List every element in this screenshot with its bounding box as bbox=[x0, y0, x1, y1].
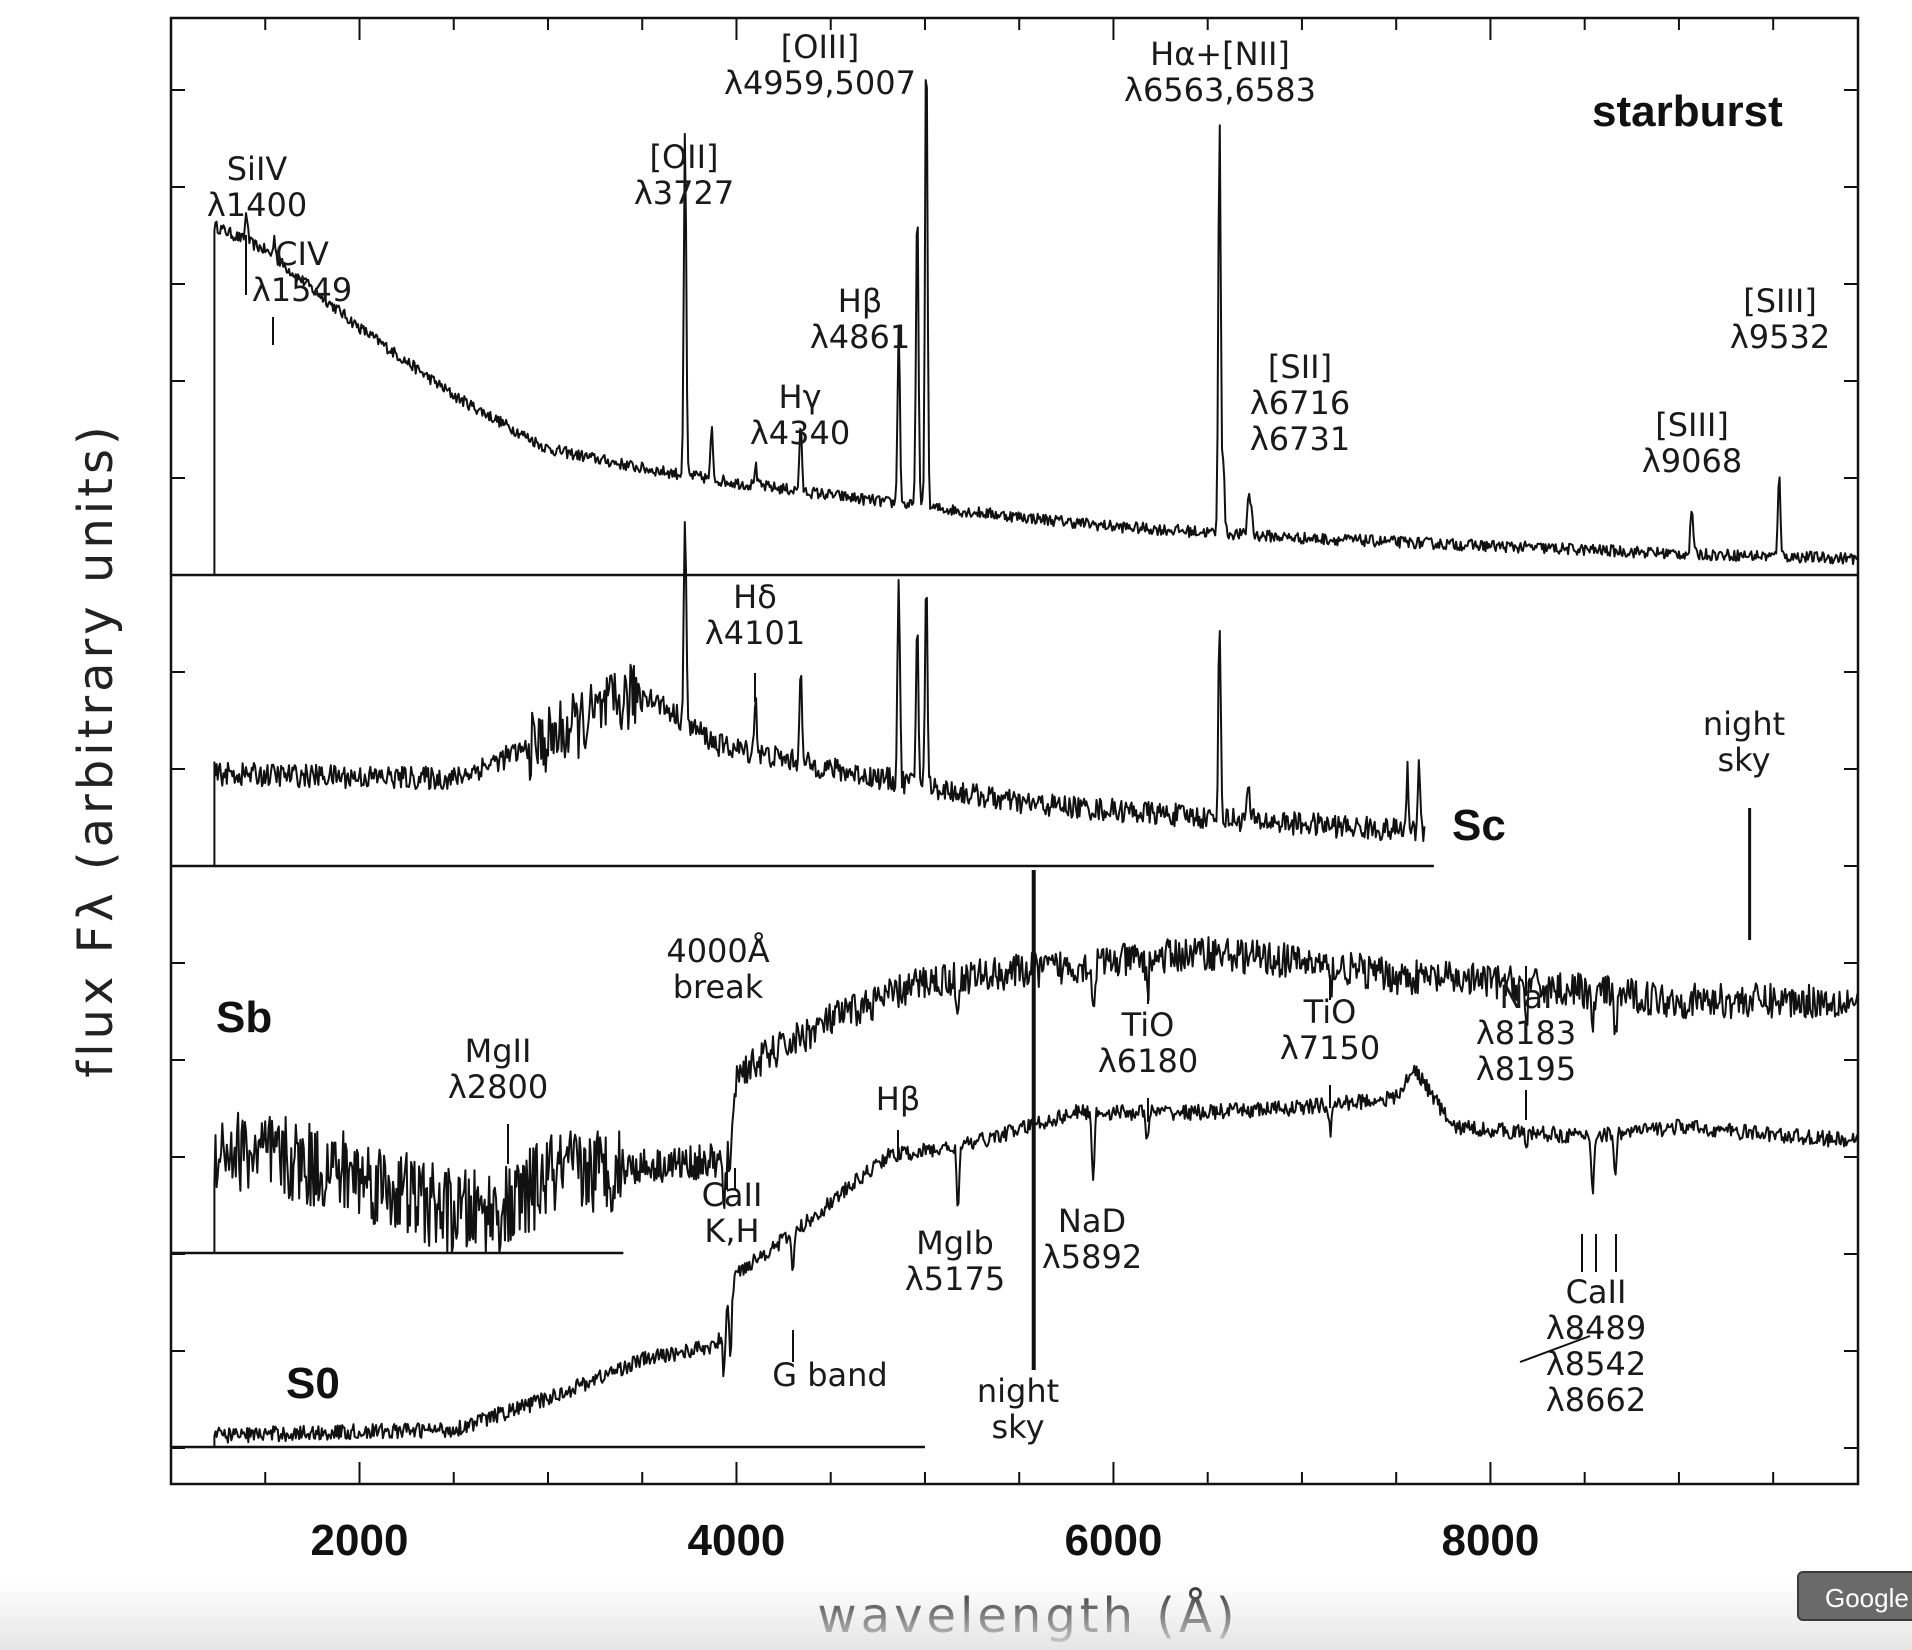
annotation-text: CIV bbox=[275, 235, 329, 273]
plot-border bbox=[169, 16, 1860, 1486]
annotation-oiii-3: [OIII]λ4959,5007 bbox=[724, 28, 916, 102]
annotation-text: λ6731 bbox=[1250, 420, 1350, 458]
annotation-text: NaD bbox=[1058, 1202, 1126, 1240]
sample-label-starburst: starburst bbox=[1592, 87, 1783, 136]
annotation-text: sky bbox=[1718, 741, 1771, 779]
annotation-text: CaII bbox=[1566, 1273, 1627, 1311]
annotation-text: λ8183 bbox=[1476, 1014, 1576, 1052]
spectra-series bbox=[171, 79, 1859, 1449]
annotation-h-14: Hβ bbox=[876, 1080, 920, 1158]
translate-button[interactable]: Google bbox=[1797, 1571, 1912, 1621]
annotation-text: MgIb bbox=[916, 1224, 994, 1262]
sample-label-sb: Sb bbox=[216, 993, 272, 1042]
annotation-text: λ9532 bbox=[1730, 318, 1830, 356]
annotation-text: λ3727 bbox=[634, 174, 734, 212]
annotation-text: λ5175 bbox=[905, 1260, 1005, 1298]
y-axis-title: flux Fλ (arbitrary units) bbox=[68, 422, 124, 1077]
annotation-text: 4000Å bbox=[666, 932, 769, 970]
annotation-text: λ1549 bbox=[252, 271, 352, 309]
annotation-text: λ9068 bbox=[1642, 442, 1742, 480]
spectrum-sc bbox=[213, 521, 1426, 866]
annotation-text: Hα+[NII] bbox=[1150, 35, 1290, 73]
annotation-text: night bbox=[977, 1372, 1059, 1410]
annotation-text: λ4861 bbox=[810, 318, 910, 356]
annotation-text: TiO bbox=[1121, 1006, 1175, 1044]
annotation-text: night bbox=[1703, 705, 1785, 743]
annotation-text: Hβ bbox=[876, 1080, 920, 1118]
annotation-text: [OIII] bbox=[781, 28, 859, 66]
annotation-text: [OII] bbox=[649, 138, 718, 176]
annotation-text: MgII bbox=[465, 1032, 532, 1070]
annotation-text: [SIII] bbox=[1655, 406, 1729, 444]
annotation-h-nii-6: Hα+[NII]λ6563,6583 bbox=[1124, 35, 1316, 109]
annotation-text: λ7150 bbox=[1280, 1029, 1380, 1067]
annotation-text: Hβ bbox=[838, 282, 882, 320]
annotation-tick bbox=[1519, 1335, 1591, 1363]
annotation-text: K,H bbox=[704, 1212, 759, 1250]
annotation-text: λ4959,5007 bbox=[724, 64, 916, 102]
x-axis-ticks: 2000 4000 6000 8000 bbox=[311, 1516, 1540, 1565]
annotation-text: λ1400 bbox=[207, 186, 307, 224]
x-tick-label: 4000 bbox=[688, 1516, 786, 1565]
annotation-text: Hδ bbox=[733, 578, 777, 616]
annotation-text: SiIV bbox=[227, 150, 288, 188]
annotation-siii-9: [SIII]λ9532 bbox=[1730, 282, 1830, 356]
annotation-text: λ5892 bbox=[1042, 1238, 1142, 1276]
x-tick-label: 6000 bbox=[1065, 1516, 1163, 1565]
annotation-text: λ2800 bbox=[448, 1068, 548, 1106]
x-tick-label: 8000 bbox=[1441, 1516, 1539, 1565]
sample-label-s0: S0 bbox=[286, 1359, 340, 1408]
annotation-text: λ6563,6583 bbox=[1124, 71, 1316, 109]
x-tick-label: 2000 bbox=[311, 1516, 409, 1565]
x-axis-title: wavelength (Å) bbox=[817, 1587, 1238, 1644]
line-annotations: SiIVλ1400CIVλ1549[OII]λ3727[OIII]λ4959,5… bbox=[207, 28, 1830, 1446]
sample-label-sc: Sc bbox=[1452, 801, 1506, 850]
sample-labels: starburst Sc Sb S0 bbox=[216, 87, 1783, 1408]
annotation-text: λ8662 bbox=[1546, 1381, 1646, 1419]
annotation-text: λ6180 bbox=[1098, 1042, 1198, 1080]
annotation-oii-2: [OII]λ3727 bbox=[634, 138, 734, 212]
plot-frame bbox=[169, 16, 1860, 1486]
annotation-text: λ8489 bbox=[1546, 1309, 1646, 1347]
annotation-text: λ4340 bbox=[750, 414, 850, 452]
annotation-text: λ4101 bbox=[705, 614, 805, 652]
spectrum-starburst bbox=[213, 79, 1859, 575]
annotation-text: [SII] bbox=[1268, 348, 1332, 386]
annotation-siii-8: [SIII]λ9068 bbox=[1642, 406, 1742, 480]
annotation-text: [SIII] bbox=[1743, 282, 1817, 320]
annotation-text: λ8195 bbox=[1476, 1050, 1576, 1088]
annotation-text: λ8542 bbox=[1546, 1345, 1646, 1383]
annotation-text: G band bbox=[772, 1356, 887, 1394]
annotation-g-band-21: G band bbox=[772, 1330, 888, 1394]
annotation-text: CaII bbox=[702, 1176, 763, 1214]
annotation-text: break bbox=[673, 968, 764, 1006]
annotation-text: Hγ bbox=[779, 378, 822, 416]
annotation-text: sky bbox=[992, 1408, 1045, 1446]
annotation-text: λ6716 bbox=[1250, 384, 1350, 422]
